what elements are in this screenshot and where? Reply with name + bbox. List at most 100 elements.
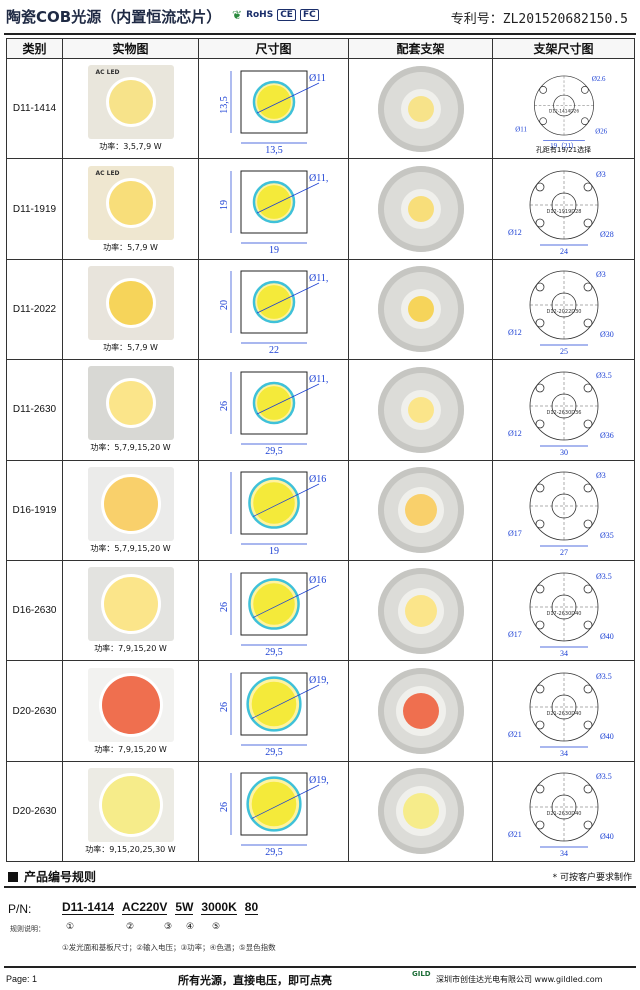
dim-height: 13,5 (219, 96, 230, 114)
holder-inner-dia: Ø12 (508, 328, 522, 337)
pn-part: D11-1414 (62, 900, 115, 915)
pn-part: AC220V (122, 900, 168, 915)
holder-hole-spacing: 34 (560, 749, 568, 757)
holder-drawing: 25 Ø3 Ø12 Ø30 D12-2022D30 (508, 270, 614, 355)
dim-width: 19 (269, 245, 279, 255)
holder-photo (377, 567, 464, 654)
holder-hole-dia: Ø3 (596, 471, 606, 480)
holder-hole-dia: Ø3.5 (596, 572, 612, 581)
pn-section-title: 产品编号规则 (8, 868, 96, 885)
power-label: 功率：3,5,7,9 W (99, 142, 162, 152)
holder-code: D21-2630D40 (546, 811, 581, 817)
holder-chip (402, 693, 439, 730)
holder-hole-spacing: 27 (560, 548, 568, 556)
holder-photo (377, 668, 464, 755)
photo-cell: 功率：7,9,15,20 W (62, 660, 199, 762)
holder-dimension-cell: 34 Ø3.5 Ø21 Ø40 D21-2630D40 (492, 760, 635, 863)
photo-cell: AC LED 功率：5,7,9 W (62, 158, 199, 260)
header-holder: 配套支架 (348, 38, 493, 59)
dim-height: 26 (219, 802, 230, 812)
cob-photo (87, 366, 174, 441)
power-label: 功率：5,7,9,15,20 W (90, 443, 171, 453)
led-chip (103, 476, 158, 531)
holder-cell (348, 258, 493, 361)
cert-icons: ❦ RoHS CE FC (232, 8, 319, 22)
photo-cell: 功率：5,7,9,15,20 W (62, 459, 199, 561)
leaf-icon: ❦ (232, 8, 243, 22)
holder-inner-dia: Ø11 (515, 125, 527, 133)
power-label: 功率：7,9,15,20 W (94, 744, 167, 754)
holder-drawing: 34 Ø3.5 Ø17 Ø40 D17-2630D40 (508, 572, 614, 657)
category-cell: D16-2630 (6, 559, 63, 662)
led-chip (108, 280, 153, 325)
holder-outer-dia: Ø40 (600, 832, 614, 841)
holder-photo (377, 768, 464, 855)
category-cell: D16-1919 (6, 459, 63, 561)
page-title: 陶瓷COB光源（内置恒流芯片） (6, 8, 222, 26)
holder-hole-dia: Ø3 (596, 270, 606, 279)
holder-outer-dia: Ø35 (600, 531, 614, 540)
holder-hole-dia: Ø3.5 (596, 371, 612, 380)
holder-chip (404, 494, 437, 527)
holder-cell (348, 459, 493, 561)
pn-box: P/N: D11-1414 AC220V 5W 3000K 80 规则说明： ①… (4, 886, 636, 968)
holder-dimension-cell: 24 Ø3 Ø12 Ø28 D12-1919D28 (492, 158, 635, 260)
pn-part: 5W (175, 900, 194, 915)
table-row: D20-2630 功率：7,9,15,20 W 29,5 26 Ø19,5 (6, 660, 635, 762)
holder-cell (348, 158, 493, 260)
rule-explanation: ①发光面和基板尺寸；②输入电压；③功率；④色温；⑤显色指数 (62, 943, 276, 952)
holder-note: 孔距有19/21选择 (535, 146, 592, 155)
dim-diameter: Ø11,5 (309, 374, 329, 385)
power-label: 功率：5,7,9 W (103, 242, 158, 252)
table-row: D20-2630 功率：9,15,20,25,30 W 29,5 26 Ø1 (6, 760, 635, 863)
holder-dimension-cell: 34 Ø3.5 Ø17 Ø40 D17-2630D40 (492, 559, 635, 662)
holder-dimension-cell: 30 Ø3.5 Ø12 Ø36 D12-2630D36 (492, 359, 635, 461)
dim-diameter: Ø16 (309, 575, 326, 586)
dim-diameter: Ø11,5 (309, 173, 329, 184)
page-header: 陶瓷COB光源（内置恒流芯片） ❦ RoHS CE FC 专利号：ZL20152… (0, 0, 640, 34)
cob-photo (87, 667, 174, 742)
holder-code: D12-2022D30 (546, 309, 581, 315)
table-row: D11-2630 功率：5,7,9,15,20 W 29,5 26 Ø11, (6, 359, 635, 461)
table-row: D11-2022 功率：5,7,9 W 22 20 Ø11,5 (6, 258, 635, 361)
holder-photo (377, 467, 464, 554)
header-divider (4, 33, 636, 35)
dim-height: 26 (219, 401, 230, 411)
ce-icon: CE (277, 9, 296, 21)
led-chip (108, 180, 153, 225)
holder-cell (348, 359, 493, 461)
dim-width: 29,5 (265, 446, 283, 456)
table-header-row: 类别 实物图 尺寸图 配套支架 支架尺寸图 (6, 38, 635, 59)
pn-code: D11-1414 AC220V 5W 3000K 80 (62, 900, 259, 915)
holder-code: D12-1414D26 (548, 108, 579, 114)
holder-drawing: 19（21） Ø2.6 Ø11 Ø26 D12-1414D26 (515, 75, 607, 149)
dimension-drawing: 13,5 13,5 Ø11 (219, 70, 325, 155)
table-row: D16-2630 功率：7,9,15,20 W 29,5 26 Ø16 (6, 559, 635, 662)
category-cell: D20-2630 (6, 660, 63, 762)
power-label: 功率：9,15,20,25,30 W (85, 844, 176, 854)
dimension-drawing: 29,5 26 Ø19,5 (219, 772, 329, 857)
pn-part: 3000K (201, 900, 237, 915)
square-bullet-icon (8, 872, 18, 882)
holder-hole-spacing: 24 (560, 247, 568, 255)
holder-drawing: 30 Ø3.5 Ø12 Ø36 D12-2630D36 (508, 371, 614, 456)
holder-hole-dia: Ø3.5 (596, 672, 612, 681)
header-photo: 实物图 (62, 38, 199, 59)
dimension-drawing: 29,5 26 Ø19,5 (219, 672, 329, 757)
photo-label: AC LED (95, 69, 120, 77)
dim-diameter: Ø19,5 (309, 675, 329, 686)
product-table: 类别 实物图 尺寸图 配套支架 支架尺寸图 D11-1414 AC LED 功率… (6, 38, 635, 863)
holder-inner-dia: Ø17 (508, 529, 522, 538)
slogan: 所有光源，直接电压，即可点亮 (178, 974, 332, 987)
dimension-drawing: 29,5 26 Ø16 (219, 572, 326, 657)
holder-chip (407, 95, 434, 122)
led-chip (101, 775, 160, 834)
holder-cell (348, 57, 493, 160)
page-number: Page: 1 (6, 974, 38, 984)
holder-drawing: 34 Ø3.5 Ø21 Ø40 D21-2630D40 (508, 772, 614, 857)
holder-hole-spacing: 19（21） (550, 142, 578, 149)
holder-outer-dia: Ø28 (600, 230, 614, 239)
holder-outer-dia: Ø40 (600, 732, 614, 741)
header-holder-dimension: 支架尺寸图 (492, 38, 635, 59)
holder-hole-spacing: 25 (560, 347, 568, 355)
